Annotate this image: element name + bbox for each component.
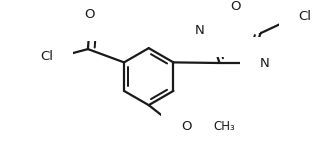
Text: Cl: Cl xyxy=(40,50,53,63)
Text: N: N xyxy=(259,57,269,69)
Text: CH₃: CH₃ xyxy=(213,120,235,133)
Text: O: O xyxy=(181,120,191,133)
Text: N: N xyxy=(194,24,204,37)
Text: O: O xyxy=(84,8,95,21)
Text: Cl: Cl xyxy=(298,10,311,23)
Text: O: O xyxy=(230,0,240,13)
